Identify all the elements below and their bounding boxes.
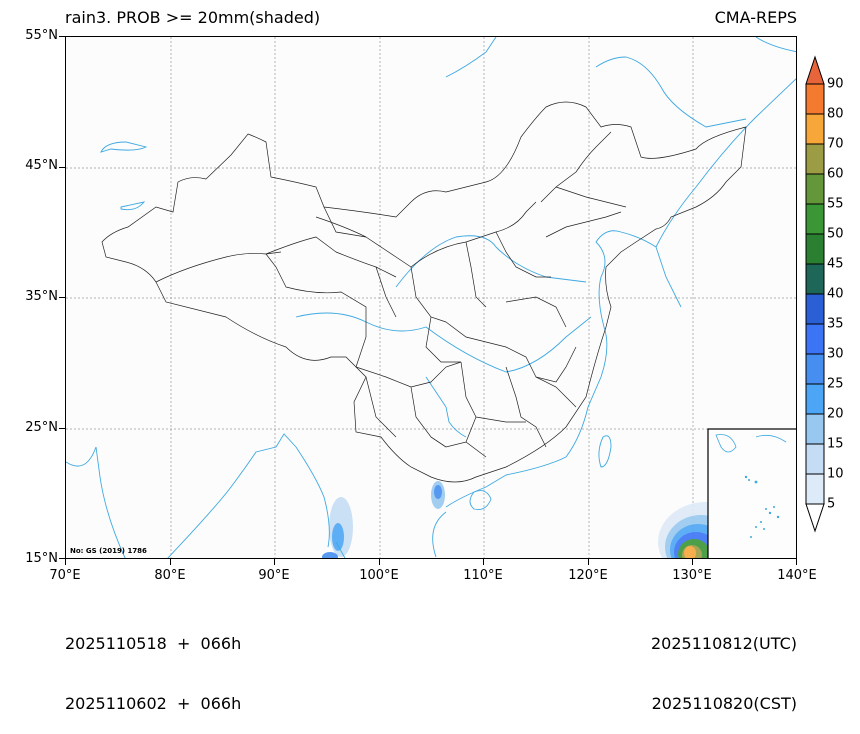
colorbar-label-90: 90 <box>827 76 844 92</box>
ytick-mark <box>59 297 65 298</box>
valid-time-block: 2025110812(UTC) 2025110820(CST) <box>651 594 797 734</box>
ytick-25n: 25°N <box>25 420 58 435</box>
colorbar-label-25: 25 <box>827 376 844 392</box>
colorbar-label-45: 45 <box>827 256 844 272</box>
colorbar-label-70: 70 <box>827 136 844 152</box>
init-time-cst: 2025110602 + 066h <box>65 694 242 713</box>
ytick-mark <box>59 36 65 37</box>
colorbar <box>805 55 825 533</box>
province-borders <box>101 101 747 483</box>
colorbar-label-15: 15 <box>827 436 844 452</box>
xtick-110e: 110°E <box>463 568 503 583</box>
map-canvas <box>66 37 796 558</box>
inset-map <box>707 428 796 558</box>
colorbar-label-60: 60 <box>827 166 844 182</box>
precip-shading <box>322 481 754 558</box>
ytick-35n: 35°N <box>25 289 58 304</box>
colorbar-label-55: 55 <box>827 196 844 212</box>
xtick-mark <box>170 559 171 565</box>
valid-time-utc: 2025110812(UTC) <box>651 634 797 653</box>
colorbar-label-50: 50 <box>827 226 844 242</box>
xtick-mark <box>483 559 484 565</box>
colorbar-label-30: 30 <box>827 346 844 362</box>
ytick-55n: 55°N <box>25 28 58 43</box>
xtick-100e: 100°E <box>359 568 399 583</box>
xtick-mark <box>65 559 66 565</box>
xtick-80e: 80°E <box>154 568 186 583</box>
xtick-140e: 140°E <box>777 568 817 583</box>
model-name: CMA-REPS <box>714 8 797 27</box>
colorbar-label-40: 40 <box>827 286 844 302</box>
xtick-120e: 120°E <box>568 568 608 583</box>
colorbar-label-35: 35 <box>827 316 844 332</box>
map-panel: No: GS (2019) 1786 <box>65 36 797 559</box>
valid-time-cst: 2025110820(CST) <box>651 694 797 713</box>
xtick-mark <box>274 559 275 565</box>
colorbar-label-5: 5 <box>827 496 836 512</box>
xtick-90e: 90°E <box>258 568 290 583</box>
colorbar-segments <box>805 83 825 505</box>
xtick-130e: 130°E <box>672 568 712 583</box>
xtick-mark <box>379 559 380 565</box>
map-approval-note: No: GS (2019) 1786 <box>70 547 147 555</box>
xtick-70e: 70°E <box>49 568 81 583</box>
init-time-block: 2025110518 + 066h 2025110602 + 066h <box>65 594 241 734</box>
colorbar-label-10: 10 <box>827 466 844 482</box>
xtick-mark <box>692 559 693 565</box>
init-time-utc: 2025110518 + 066h <box>65 634 242 653</box>
ytick-45n: 45°N <box>25 158 58 173</box>
ytick-mark <box>59 167 65 168</box>
xtick-mark <box>796 559 797 565</box>
ytick-mark <box>59 558 65 559</box>
ytick-mark <box>59 428 65 429</box>
xtick-mark <box>588 559 589 565</box>
ytick-15n: 15°N <box>25 551 58 566</box>
colorbar-label-20: 20 <box>827 406 844 422</box>
colorbar-label-80: 80 <box>827 106 844 122</box>
chart-title: rain3. PROB >= 20mm(shaded) <box>65 8 321 27</box>
